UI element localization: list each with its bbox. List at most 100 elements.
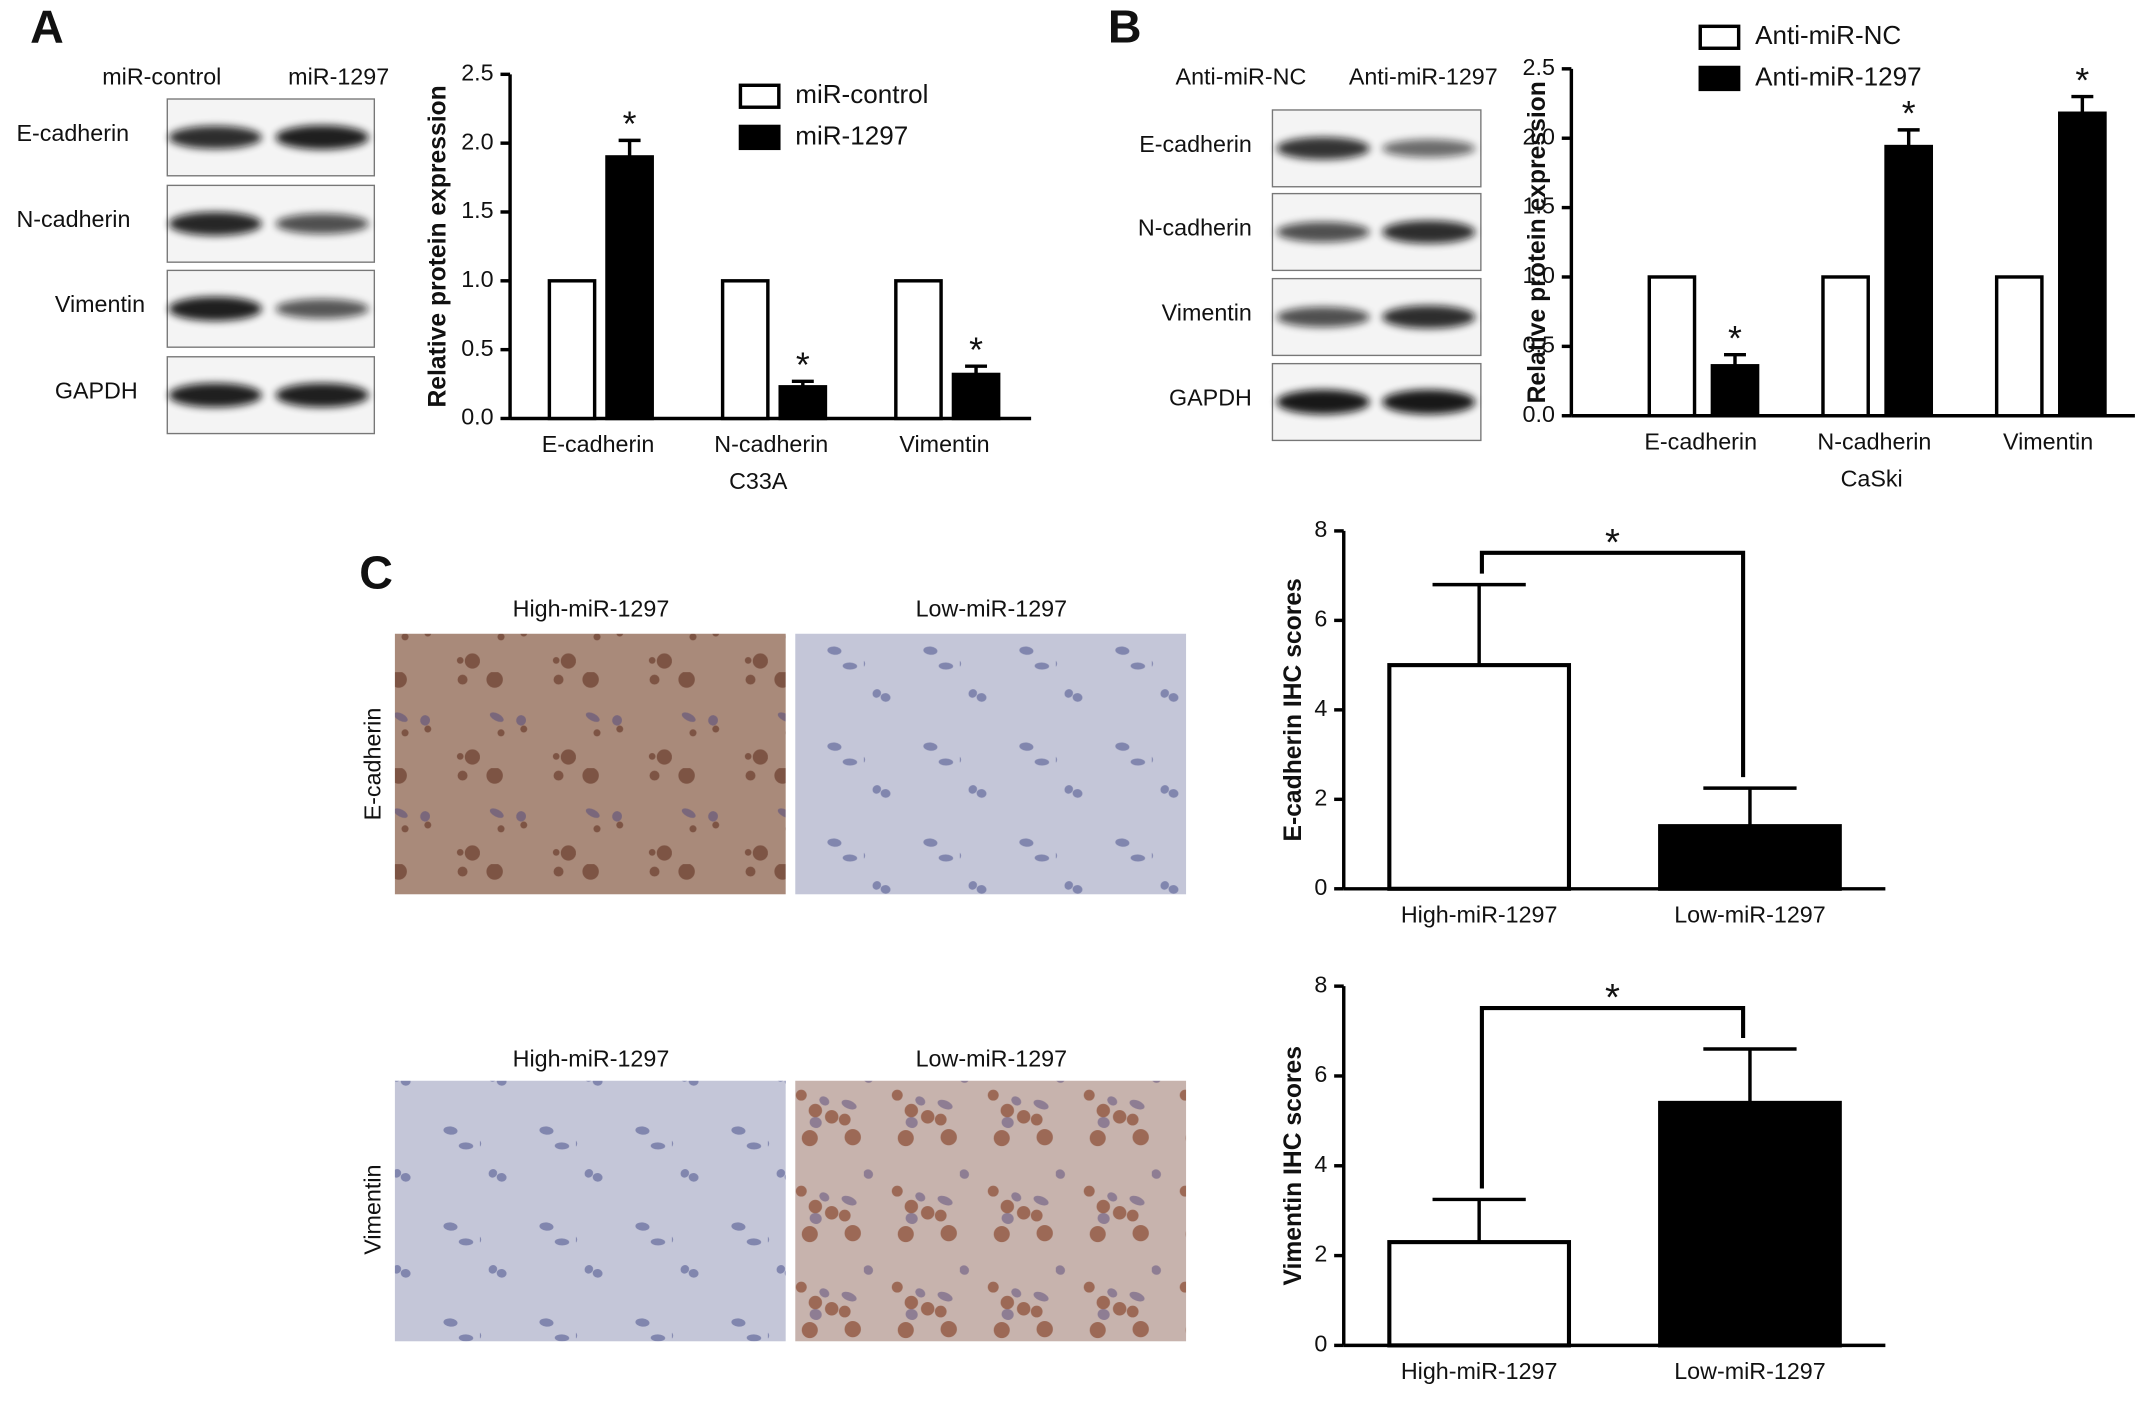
blot-band	[275, 125, 369, 150]
y-tick-label: 1.5	[461, 197, 493, 223]
blot-band	[275, 213, 369, 234]
y-tick-label: 4	[1314, 695, 1327, 721]
legend-label: miR-1297	[795, 120, 908, 150]
legend-label: Anti-miR-1297	[1755, 61, 1921, 91]
blot-row-label: GAPDH	[55, 378, 138, 404]
blot-column-label: miR-control	[102, 64, 221, 90]
y-tick-label: 1.0	[461, 266, 493, 292]
significance-mark: *	[2075, 60, 2089, 100]
bar	[1647, 275, 1697, 418]
bar	[1994, 275, 2044, 418]
y-axis-label: Vimentin IHC scores	[1280, 1046, 1307, 1286]
legend-label: miR-control	[795, 79, 928, 109]
blot-band	[168, 211, 262, 236]
x-tick-label: Low-miR-1297	[1674, 901, 1825, 927]
bar	[894, 279, 943, 421]
y-axis-label: Relative protein expression	[1524, 81, 1551, 403]
blot-band	[1382, 389, 1476, 415]
y-tick-label: 0.0	[461, 404, 493, 430]
bar	[1821, 275, 1870, 418]
significance-mark: *	[1728, 318, 1742, 358]
x-tick-label: Low-miR-1297	[1674, 1358, 1825, 1384]
significance-mark: *	[1605, 521, 1620, 564]
bar	[547, 279, 597, 421]
ihc-column-label: Low-miR-1297	[916, 1045, 1068, 1071]
y-tick-label: 8	[1314, 971, 1327, 997]
blot-band	[168, 296, 262, 321]
bar	[1658, 824, 1842, 891]
blot-column-label: Anti-miR-NC	[1176, 64, 1307, 90]
y-tick-label: 1.5	[1523, 193, 1555, 219]
x-tick-label: N-cadherin	[1817, 428, 1931, 454]
x-axis-label: C33A	[729, 468, 788, 494]
significance-mark: *	[969, 330, 983, 370]
y-tick-label: 2.5	[461, 59, 493, 85]
bar	[778, 385, 828, 421]
blot-row-label: E-cadherin	[1139, 131, 1252, 157]
blot-band	[275, 298, 369, 319]
y-tick-label: 6	[1314, 606, 1327, 632]
blot-column-label: miR-1297	[288, 64, 389, 90]
y-tick-label: 0	[1314, 1331, 1327, 1357]
ihc-image	[795, 633, 1187, 895]
blot-row-label: GAPDH	[1169, 384, 1252, 410]
y-tick-label: 0.5	[461, 335, 493, 361]
x-tick-label: Vimentin	[899, 431, 989, 457]
bar	[1387, 1240, 1572, 1348]
bar	[2058, 111, 2107, 418]
y-tick-label: 0	[1314, 874, 1327, 900]
significance-mark: *	[1605, 976, 1620, 1019]
significance-bracket	[1479, 1006, 1746, 1189]
blot-band	[1276, 389, 1370, 415]
legend-swatch	[1698, 65, 1741, 92]
panel-label: A	[30, 1, 64, 53]
x-tick-label: E-cadherin	[1644, 428, 1757, 454]
legend-swatch	[738, 83, 781, 109]
y-axis-label: E-cadherin IHC scores	[1280, 578, 1307, 841]
x-axis-label: CaSki	[1841, 465, 1903, 491]
panel-label: C	[359, 546, 393, 598]
ihc-image	[795, 1080, 1187, 1342]
significance-mark: *	[623, 104, 637, 144]
ihc-column-label: Low-miR-1297	[916, 596, 1068, 622]
bar	[1658, 1100, 1842, 1348]
y-tick-label: 1.0	[1523, 262, 1555, 288]
y-tick-label: 2.0	[461, 128, 493, 154]
blot-band	[1382, 305, 1476, 329]
y-axis-label: Relative protein expression	[424, 85, 451, 407]
ihc-column-label: High-miR-1297	[513, 596, 670, 622]
y-tick-label: 2.0	[1523, 123, 1555, 149]
ihc-row-label: E-cadherin	[359, 708, 385, 821]
significance-mark: *	[796, 345, 810, 385]
blot-band	[168, 125, 262, 149]
y-tick-label: 2	[1314, 784, 1327, 810]
blot-band	[1276, 306, 1370, 328]
ihc-image	[394, 1080, 786, 1342]
blot-band	[1382, 139, 1476, 158]
blot-row-label: Vimentin	[1162, 299, 1252, 325]
bar	[1387, 663, 1572, 891]
x-tick-label: High-miR-1297	[1401, 1358, 1558, 1384]
blot-row-label: Vimentin	[55, 291, 145, 317]
y-tick-label: 6	[1314, 1061, 1327, 1087]
blot-row-label: N-cadherin	[1138, 214, 1252, 240]
blot-band	[1276, 137, 1370, 160]
bar	[951, 372, 1001, 421]
significance-bracket	[1479, 550, 1746, 778]
legend-swatch	[1698, 24, 1741, 50]
ihc-image	[394, 633, 786, 895]
x-tick-label: N-cadherin	[714, 431, 828, 457]
y-tick-label: 4	[1314, 1151, 1327, 1177]
blot-row-label: E-cadherin	[16, 120, 129, 146]
y-tick-label: 0.5	[1523, 332, 1555, 358]
legend-label: Anti-miR-NC	[1755, 20, 1901, 50]
blot-band	[1276, 221, 1370, 243]
y-tick-label: 8	[1314, 516, 1327, 542]
blot-band	[1382, 220, 1476, 244]
y-tick-label: 0.0	[1523, 401, 1555, 427]
x-tick-label: Vimentin	[2003, 428, 2093, 454]
bar	[605, 155, 654, 421]
x-tick-label: E-cadherin	[542, 431, 655, 457]
bar	[1884, 144, 1934, 418]
